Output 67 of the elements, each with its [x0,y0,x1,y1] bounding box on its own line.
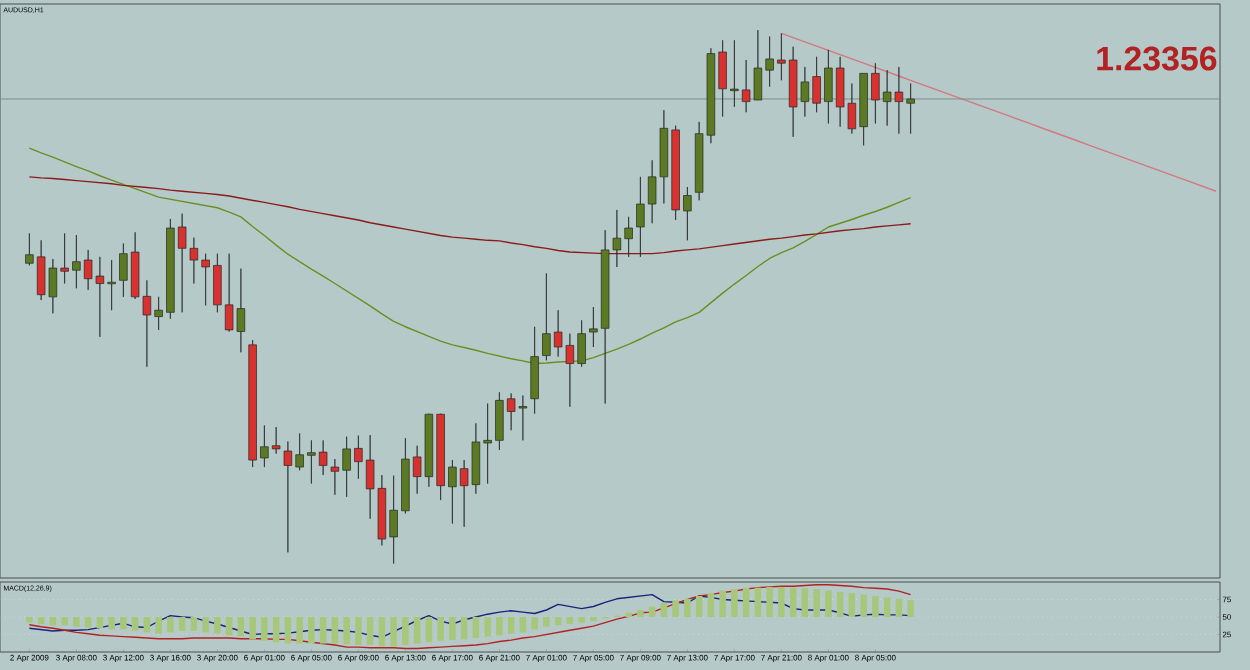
bar [719,590,726,617]
bar [413,617,421,644]
bar [566,617,574,624]
bar [766,586,773,617]
bar [825,590,832,617]
bar [496,617,503,636]
bar [37,617,45,624]
bar [860,594,867,617]
bar [190,617,198,631]
bar [801,588,809,617]
annotation: 1.23356 [1097,46,1217,71]
bar [296,617,303,644]
bar [578,617,585,623]
bar [319,617,327,644]
bar [778,586,785,617]
bar [507,617,515,634]
bar [355,617,362,645]
bar [178,617,186,631]
bar [449,617,456,641]
bar [848,593,856,617]
bar [437,617,444,641]
bar [907,600,914,617]
bar [813,589,820,617]
bar [272,617,280,643]
bar [378,617,386,647]
bar [214,617,221,634]
bar [120,617,127,630]
bar [308,617,315,644]
bar [249,617,256,640]
bar [895,598,903,617]
bar [695,596,703,617]
bar [883,597,891,617]
bar [261,617,268,641]
bar [331,617,339,644]
bar [402,617,409,645]
bar [707,593,715,617]
bar [742,587,750,617]
bar [731,589,738,617]
bar [155,617,162,634]
bar [84,617,92,628]
bar [61,617,68,626]
bar [131,617,139,631]
bar [789,587,797,617]
bar [531,617,538,630]
candlestick [530,326,539,415]
bar [684,598,691,617]
bar [472,617,480,638]
bar [754,587,762,617]
bar [425,617,433,643]
bar [390,617,397,647]
bar [167,617,174,633]
bar [484,617,491,637]
bar [237,617,245,637]
bar [108,617,115,630]
bar [73,617,80,627]
bar [366,617,374,645]
bar [343,617,350,645]
bar [660,603,668,617]
bar [637,610,644,617]
bar [225,617,233,636]
bar [836,591,844,617]
bar [872,596,879,617]
bar [672,600,679,617]
bar [26,617,33,623]
bar [202,617,209,633]
bar [284,617,292,644]
bar [543,617,550,627]
